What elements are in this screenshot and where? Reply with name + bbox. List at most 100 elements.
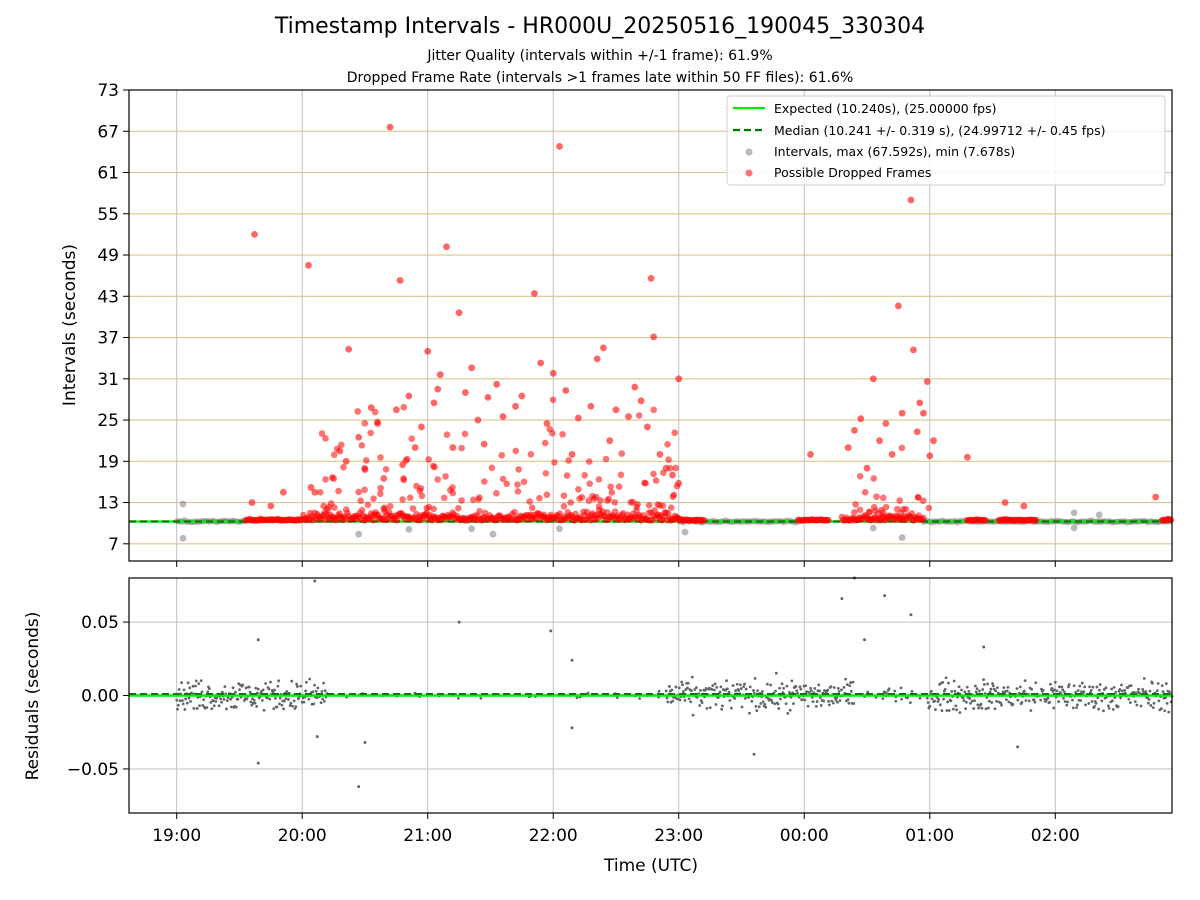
residual-point (1046, 696, 1050, 700)
residual-point (321, 697, 325, 701)
dropped-frame-point (612, 406, 620, 414)
residual-point (739, 687, 743, 690)
dropped-frame-point (869, 375, 877, 383)
dropped-frame-point (382, 466, 390, 473)
intervals-y-tick-label: 25 (97, 411, 119, 431)
residual-point (322, 681, 325, 685)
residual-point (185, 701, 189, 705)
residual-point (183, 708, 187, 711)
residual-point (229, 705, 233, 709)
residual-point (234, 690, 237, 694)
residual-point (1071, 698, 1074, 702)
dropped-frame-point (380, 505, 388, 513)
residual-point (995, 699, 998, 703)
residual-point (201, 704, 205, 707)
residual-point (253, 701, 257, 705)
residual-point (1118, 688, 1122, 691)
residual-point (269, 680, 272, 684)
residual-point (1156, 682, 1160, 685)
dropped-frame-point (894, 302, 902, 310)
residual-point (296, 685, 299, 688)
residual-point (200, 690, 204, 694)
residual-point (737, 689, 741, 692)
residual-point (1007, 700, 1011, 704)
residual-point (1129, 684, 1133, 688)
residual-point (188, 686, 192, 690)
residual-point (951, 707, 955, 711)
dropped-frame-point (248, 499, 256, 506)
residual-point (686, 686, 689, 690)
dropped-frame-point (541, 439, 549, 447)
legend-dropped-swatch (745, 169, 753, 177)
residual-point (955, 708, 959, 712)
dropped-frame-point (279, 488, 287, 496)
interval-outlier-point (355, 530, 363, 538)
residual-point (312, 702, 316, 706)
residual-point (900, 697, 904, 701)
residual-point (1074, 690, 1078, 694)
dropped-frame-point (627, 499, 635, 506)
dropped-frame-point (449, 489, 457, 497)
residual-point (209, 701, 213, 704)
residual-point (1002, 686, 1006, 690)
dropped-frame-point (925, 504, 933, 512)
dropped-frame-point (526, 498, 533, 505)
dropped-frame-point (364, 501, 372, 509)
residual-point (681, 683, 684, 687)
residual-point (704, 686, 708, 690)
x-tick-label: 00:00 (780, 826, 829, 846)
dropped-frame-point (425, 456, 432, 463)
residual-point (836, 700, 839, 704)
residual-point (308, 677, 312, 681)
intervals-grid (129, 89, 1172, 561)
residual-point (1032, 698, 1036, 702)
dropped-frame-point (581, 471, 588, 479)
residual-point (1102, 709, 1105, 713)
residual-point (181, 702, 185, 706)
dropped-frame-point (615, 483, 623, 490)
dropped-frame-point (919, 514, 927, 522)
residual-point (304, 689, 307, 693)
residual-point (1039, 698, 1043, 702)
residual-point (319, 701, 323, 705)
residual-point (721, 704, 724, 708)
residual-point (255, 704, 259, 708)
residual-point (1112, 685, 1116, 689)
residual-point (1093, 705, 1096, 708)
intervals-y-tick-label: 43 (97, 287, 119, 307)
dropped-frame-point (631, 383, 639, 391)
residual-point (1067, 683, 1071, 686)
residual-point (742, 685, 746, 689)
residual-point (834, 698, 838, 702)
residual-point (1041, 688, 1045, 692)
residual-point (846, 698, 850, 701)
residual-point (794, 685, 798, 688)
interval-outlier-point (489, 530, 497, 538)
residual-point (210, 707, 214, 711)
dropped-frame-point (672, 464, 679, 472)
dropped-frame-point (852, 501, 859, 508)
residual-point (941, 681, 945, 684)
residual-point (1055, 689, 1059, 693)
dropped-frame-point (399, 461, 407, 469)
dropped-frame-point (458, 444, 465, 452)
dropped-frame-point (567, 499, 574, 506)
residual-point (1053, 680, 1057, 684)
residual-point (282, 699, 286, 703)
residual-point (809, 686, 812, 690)
residual-point (991, 682, 994, 685)
residual-point (1168, 690, 1171, 694)
dropped-frame-point (1152, 493, 1160, 501)
dropped-frame-point (335, 487, 342, 495)
residual-point (264, 682, 268, 685)
residual-point (708, 706, 712, 710)
residual-point (776, 702, 780, 706)
residual-point (1022, 689, 1026, 693)
residual-point (718, 690, 722, 694)
dropped-frame-point (469, 496, 477, 504)
dropped-frame-point (377, 484, 384, 492)
residual-point (947, 709, 951, 712)
dropped-frame-point (910, 346, 917, 354)
residual-point (1057, 700, 1061, 703)
residual-point (979, 702, 983, 706)
